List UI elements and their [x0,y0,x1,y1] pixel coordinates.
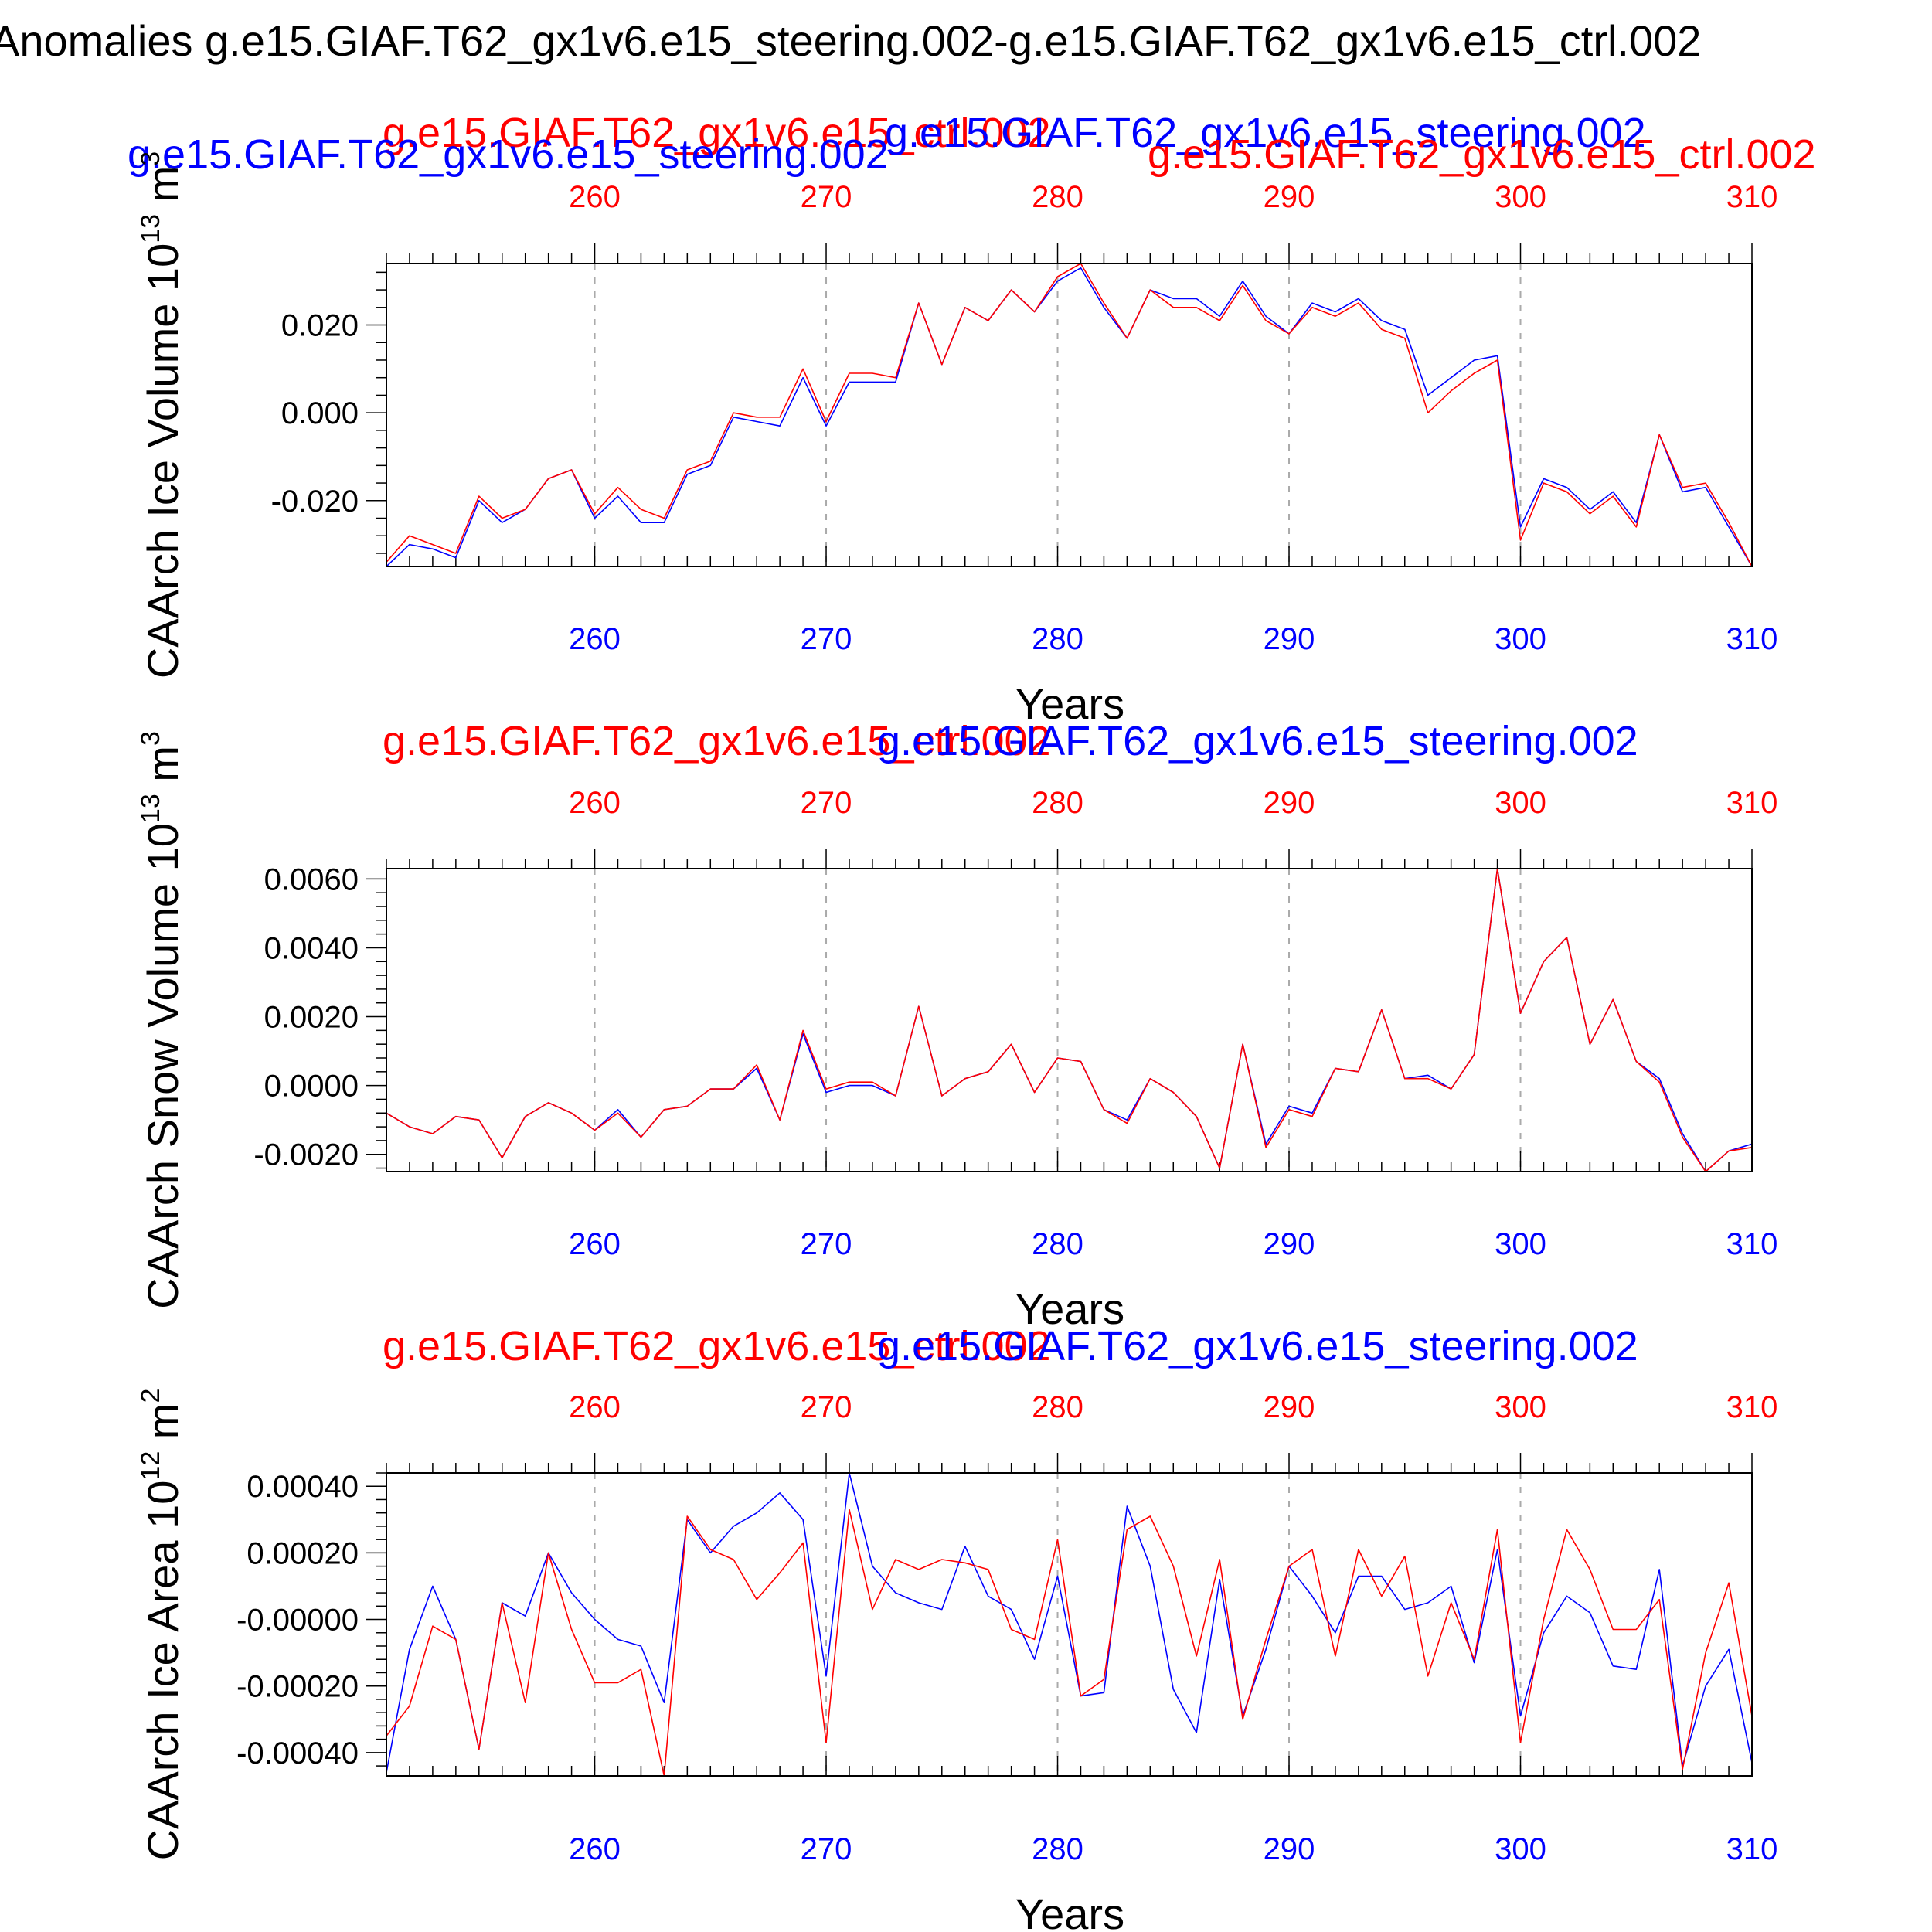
y-tick-label: 0.0040 [264,931,359,965]
y-axis-label: CAArch Ice Area 1012 m2 [136,1389,187,1861]
x-tick-label-bottom: 310 [1726,1227,1778,1261]
series-line [386,267,1753,567]
x-axis-label: Years [1015,1889,1124,1932]
x-tick-label-bottom: 310 [1726,622,1778,656]
y-tick-label: 0.00040 [247,1470,359,1504]
x-tick-label-top: 270 [801,180,852,214]
title-ctrl: g.e15.GIAF.T62_gx1v6.e15_ctrl.002 [383,718,1051,764]
x-tick-label-top: 300 [1495,1390,1546,1424]
y-axis-label: CAArch Ice Volume 1013 m3 [136,151,187,679]
y-tick-label: 0.000 [281,396,359,430]
x-tick-label-top: 270 [801,786,852,820]
x-tick-label-bottom: 260 [569,1227,621,1261]
series-line [386,263,1753,567]
chart-panels: -0.020 0.000 0.020 260 260 270 270 280 280 290 290… [128,110,1816,1932]
title-ctrl: g.e15.GIAF.T62_gx1v6.e15_ctrl.002 [383,110,1051,156]
title-steering: g.e15.GIAF.T62_gx1v6.e15_steering.002 [885,110,1646,156]
x-tick-label-top: 300 [1495,180,1546,214]
plot-frame [386,263,1753,567]
x-tick-label-bottom: 270 [801,1227,852,1261]
x-tick-label-bottom: 270 [801,1832,852,1866]
x-tick-label-top: 310 [1726,180,1778,214]
y-tick-label: 0.0020 [264,1001,359,1035]
x-axis-label: Years [1015,679,1124,728]
x-tick-label-top: 260 [569,1390,621,1424]
y-tick-label: -0.00000 [236,1604,359,1638]
x-tick-label-bottom: 280 [1032,1227,1083,1261]
x-tick-label-bottom: 280 [1032,1832,1083,1866]
x-tick-label-top: 280 [1032,1390,1083,1424]
x-tick-label-top: 310 [1726,786,1778,820]
series-line [386,868,1753,1172]
x-tick-label-bottom: 260 [569,622,621,656]
y-tick-label: -0.0020 [253,1138,359,1172]
x-tick-label-top: 260 [569,180,621,214]
x-tick-label-bottom: 270 [801,622,852,656]
panel-ice-area: -0.00040 -0.00020 -0.00000 0.00020 0.00040 26… [136,1323,1777,1932]
x-tick-label-top: 300 [1495,786,1546,820]
plot-frame [386,1472,1753,1777]
x-tick-label-bottom: 300 [1495,1227,1546,1261]
y-tick-label: 0.020 [281,309,359,343]
x-tick-label-top: 290 [1264,786,1315,820]
x-tick-label-bottom: 280 [1032,622,1083,656]
x-tick-label-top: 280 [1032,786,1083,820]
x-tick-label-top: 270 [801,1390,852,1424]
y-tick-label: -0.00020 [236,1670,359,1704]
y-tick-label: -0.00040 [236,1736,359,1770]
x-tick-label-top: 290 [1264,1390,1315,1424]
title-ctrl: g.e15.GIAF.T62_gx1v6.e15_ctrl.002 [383,1323,1051,1369]
page-title: Anomalies g.e15.GIAF.T62_gx1v6.e15_steer… [0,16,1701,65]
x-tick-label-bottom: 300 [1495,1832,1546,1866]
title-steering: g.e15.GIAF.T62_gx1v6.e15_steering.002 [877,718,1638,764]
y-tick-label: 0.0000 [264,1070,359,1104]
y-axis-label: CAArch Snow Volume 1013 m3 [136,731,187,1309]
x-tick-label-bottom: 300 [1495,622,1546,656]
y-tick-label: 0.0060 [264,862,359,896]
x-tick-label-bottom: 290 [1264,1227,1315,1261]
x-tick-label-top: 280 [1032,180,1083,214]
series-line [386,1472,1753,1773]
legend-steering: g.e15.GIAF.T62_gx1v6.e15_steering.002 [128,131,889,178]
y-tick-label: -0.020 [271,485,359,519]
x-tick-label-top: 260 [569,786,621,820]
x-tick-label-top: 310 [1726,1390,1778,1424]
x-tick-label-bottom: 260 [569,1832,621,1866]
title-steering: g.e15.GIAF.T62_gx1v6.e15_steering.002 [877,1323,1638,1369]
series-line [386,868,1753,1172]
x-tick-label-bottom: 310 [1726,1832,1778,1866]
y-tick-label: 0.00020 [247,1536,359,1570]
series-line [386,1509,1753,1777]
x-tick-label-bottom: 290 [1264,1832,1315,1866]
x-tick-label-top: 290 [1264,180,1315,214]
panel-snow-volume: -0.0020 0.0000 0.0020 0.0040 0.0060 260 260 270… [136,718,1777,1333]
x-tick-label-bottom: 290 [1264,622,1315,656]
panel-ice-volume: -0.020 0.000 0.020 260 260 270 270 280 280 290 290… [128,110,1816,728]
legend-ctrl: g.e15.GIAF.T62_gx1v6.e15_ctrl.002 [1148,131,1816,178]
x-axis-label: Years [1015,1284,1124,1333]
plot-frame [386,868,1753,1172]
